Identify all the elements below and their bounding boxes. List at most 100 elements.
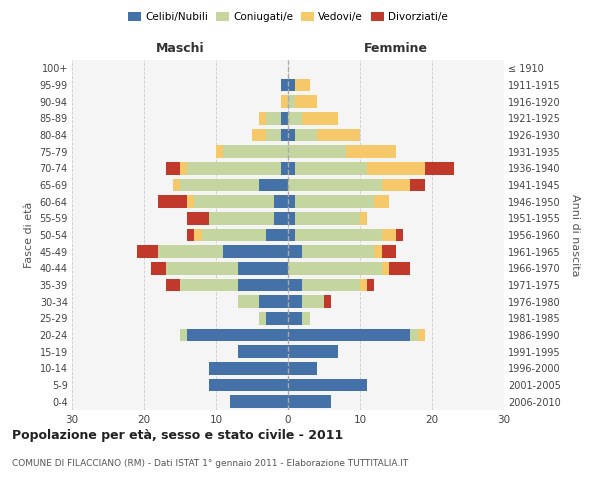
Text: Femmine: Femmine [364,42,428,55]
Bar [166,279,180,291]
Bar [259,312,266,324]
Bar [187,212,209,224]
Bar [288,212,295,224]
Bar [259,296,288,308]
Bar [180,329,187,341]
Bar [288,196,295,208]
Bar [281,96,288,108]
Bar [209,379,288,391]
Bar [302,246,374,258]
Bar [266,229,288,241]
Bar [295,196,374,208]
Bar [281,162,288,174]
Bar [288,396,331,408]
Bar [382,262,389,274]
Bar [202,229,266,241]
Y-axis label: Anni di nascita: Anni di nascita [571,194,580,276]
Bar [302,312,310,324]
Bar [187,329,288,341]
Bar [281,129,288,141]
Bar [360,212,367,224]
Bar [209,212,274,224]
Bar [324,296,331,308]
Bar [158,196,187,208]
Bar [396,229,403,241]
Bar [295,79,310,92]
Bar [238,262,288,274]
Bar [238,346,288,358]
Bar [382,246,396,258]
Bar [317,129,360,141]
Bar [288,346,338,358]
Bar [425,162,454,174]
Bar [288,162,295,174]
Bar [194,229,202,241]
Bar [288,296,302,308]
Bar [266,312,288,324]
Bar [288,279,302,291]
Bar [158,246,223,258]
Bar [238,296,259,308]
Bar [166,162,180,174]
Bar [295,212,360,224]
Bar [187,162,281,174]
Legend: Celibi/Nubili, Coniugati/e, Vedovi/e, Divorziati/e: Celibi/Nubili, Coniugati/e, Vedovi/e, Di… [124,8,452,26]
Bar [288,79,295,92]
Bar [367,279,374,291]
Bar [187,229,194,241]
Bar [288,329,410,341]
Bar [302,112,338,124]
Bar [418,329,425,341]
Bar [288,129,295,141]
Bar [274,212,288,224]
Bar [151,262,166,274]
Bar [288,262,382,274]
Bar [410,329,418,341]
Bar [374,196,389,208]
Bar [281,112,288,124]
Bar [288,312,302,324]
Bar [382,179,410,192]
Bar [223,146,288,158]
Bar [173,179,180,192]
Bar [374,246,382,258]
Bar [288,112,302,124]
Text: Maschi: Maschi [155,42,205,55]
Bar [252,129,266,141]
Bar [266,112,281,124]
Bar [295,162,367,174]
Bar [288,246,302,258]
Bar [223,246,288,258]
Bar [302,296,324,308]
Bar [180,179,259,192]
Bar [382,229,396,241]
Bar [180,279,238,291]
Text: Popolazione per età, sesso e stato civile - 2011: Popolazione per età, sesso e stato civil… [12,430,343,442]
Bar [216,146,223,158]
Bar [259,179,288,192]
Bar [360,279,367,291]
Bar [295,96,317,108]
Bar [288,146,346,158]
Bar [274,196,288,208]
Bar [389,262,410,274]
Bar [295,129,317,141]
Bar [367,162,425,174]
Bar [288,179,382,192]
Bar [288,96,295,108]
Bar [166,262,238,274]
Bar [302,279,360,291]
Bar [187,196,194,208]
Bar [259,112,266,124]
Bar [230,396,288,408]
Y-axis label: Fasce di età: Fasce di età [24,202,34,268]
Bar [346,146,396,158]
Bar [194,196,274,208]
Bar [209,362,288,374]
Bar [180,162,187,174]
Bar [137,246,158,258]
Bar [238,279,288,291]
Bar [281,79,288,92]
Bar [288,379,367,391]
Bar [266,129,281,141]
